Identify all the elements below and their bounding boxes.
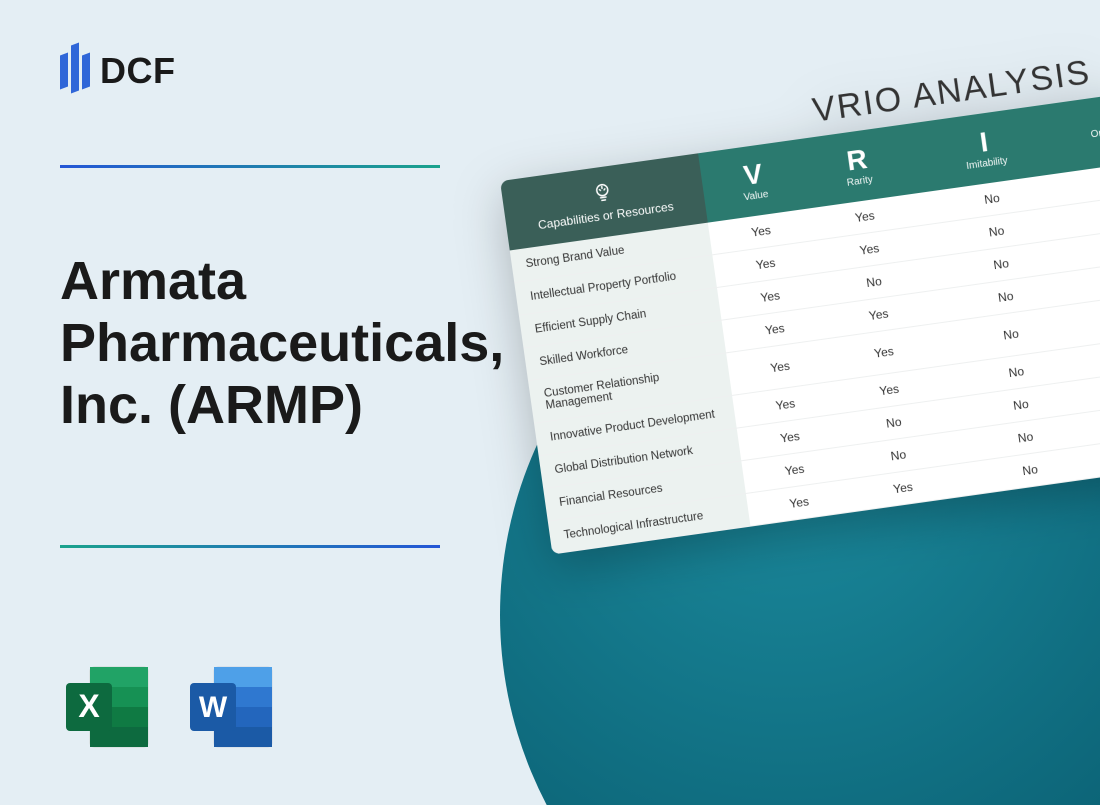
divider-top <box>60 165 440 168</box>
dcf-logo: DCF <box>60 50 176 92</box>
lightbulb-icon <box>590 180 615 205</box>
page-title: Armata Pharmaceuticals, Inc. (ARMP) <box>60 250 500 436</box>
word-icon[interactable]: W <box>184 659 280 755</box>
logo-text: DCF <box>100 50 176 92</box>
svg-text:W: W <box>199 691 228 724</box>
vrio-header-cap-label: Capabilities or Resources <box>537 199 674 232</box>
vrio-card: VRIO ANALYSIS Capabilities or Resources … <box>494 48 1100 555</box>
file-icons-row: X W <box>60 659 280 755</box>
logo-bars-icon <box>60 50 90 92</box>
page: DCF Armata Pharmaceuticals, Inc. (ARMP) … <box>0 0 1100 805</box>
svg-text:X: X <box>78 688 100 724</box>
excel-icon[interactable]: X <box>60 659 156 755</box>
divider-bottom <box>60 545 440 548</box>
